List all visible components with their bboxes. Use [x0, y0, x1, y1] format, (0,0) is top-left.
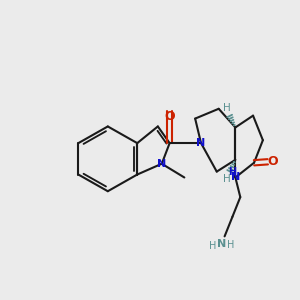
Text: O: O — [164, 110, 175, 122]
Text: H: H — [223, 174, 231, 184]
Text: O: O — [268, 155, 278, 168]
Text: H: H — [223, 103, 231, 113]
Text: H: H — [209, 241, 217, 251]
Text: N: N — [217, 239, 226, 249]
Text: H: H — [228, 167, 236, 177]
Text: N: N — [157, 159, 167, 169]
Text: N: N — [196, 138, 206, 148]
Text: N: N — [231, 172, 240, 182]
Text: H: H — [227, 240, 235, 250]
